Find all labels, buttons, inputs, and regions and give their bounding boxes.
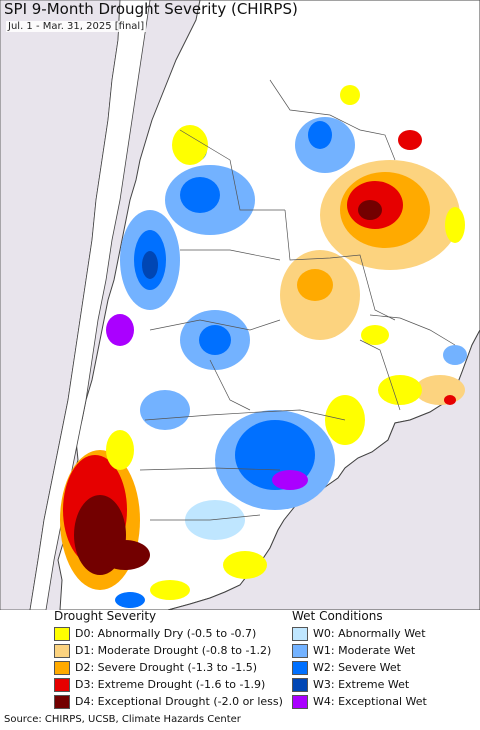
wet-legend-item-w0: W0: Abnormally Wet	[292, 625, 478, 642]
legend-swatch-d2	[54, 660, 70, 675]
legend-label: D1: Moderate Drought (-0.8 to -1.2)	[75, 644, 272, 657]
legend-label: W3: Extreme Wet	[313, 678, 410, 691]
legend-label: W2: Severe Wet	[313, 661, 401, 674]
drought-areas	[60, 85, 465, 600]
legend-label: D0: Abnormally Dry (-0.5 to -0.7)	[75, 627, 257, 640]
legend-swatch-w0	[292, 626, 308, 641]
wet-legend-title: Wet Conditions	[292, 609, 383, 623]
drought-legend-item-d1: D1: Moderate Drought (-0.8 to -1.2)	[54, 642, 294, 659]
legend-label: D2: Severe Drought (-1.3 to -1.5)	[75, 661, 258, 674]
wet-legend-item-w4: W4: Exceptional Wet	[292, 693, 478, 710]
legend-swatch-w2	[292, 660, 308, 675]
map-title: SPI 9-Month Drought Severity (CHIRPS)	[4, 0, 298, 18]
drought-legend-item-d2: D2: Severe Drought (-1.3 to -1.5)	[54, 659, 294, 676]
legend-swatch-w4	[292, 694, 308, 709]
wet-legend: Wet Conditions W0: Abnormally Wet W1: Mod…	[292, 609, 478, 713]
legend-swatch-d1	[54, 643, 70, 658]
drought-legend-title: Drought Severity	[54, 609, 157, 623]
legend-label: D3: Extreme Drought (-1.6 to -1.9)	[75, 678, 266, 691]
wet-areas	[106, 117, 467, 608]
legend-label: W0: Abnormally Wet	[313, 627, 426, 640]
andes-chile	[29, 0, 151, 610]
drought-legend-item-d4: D4: Exceptional Drought (-2.0 or less)	[54, 693, 294, 710]
legend-swatch-w1	[292, 643, 308, 658]
wet-legend-item-w1: W1: Moderate Wet	[292, 642, 478, 659]
legend-label: D4: Exceptional Drought (-2.0 or less)	[75, 695, 283, 708]
source-credit: Source: CHIRPS, UCSB, Climate Hazards Ce…	[4, 714, 241, 725]
drought-legend-item-d3: D3: Extreme Drought (-1.6 to -1.9)	[54, 676, 294, 693]
wet-legend-item-w3: W3: Extreme Wet	[292, 676, 478, 693]
legend-swatch-d4	[54, 694, 70, 709]
map-subtitle: Jul. 1 - Mar. 31, 2025 [final]	[6, 21, 147, 32]
drought-map	[0, 0, 480, 610]
legend-swatch-d0	[54, 626, 70, 641]
legend-swatch-d3	[54, 677, 70, 692]
boundaries	[139, 79, 456, 521]
legend-swatch-w3	[292, 677, 308, 692]
legend-label: W1: Moderate Wet	[313, 644, 416, 657]
drought-legend: Drought Severity D0: Abnormally Dry (-0.…	[54, 609, 294, 713]
legend-label: W4: Exceptional Wet	[313, 695, 427, 708]
wet-legend-item-w2: W2: Severe Wet	[292, 659, 478, 676]
drought-legend-item-d0: D0: Abnormally Dry (-0.5 to -0.7)	[54, 625, 294, 642]
